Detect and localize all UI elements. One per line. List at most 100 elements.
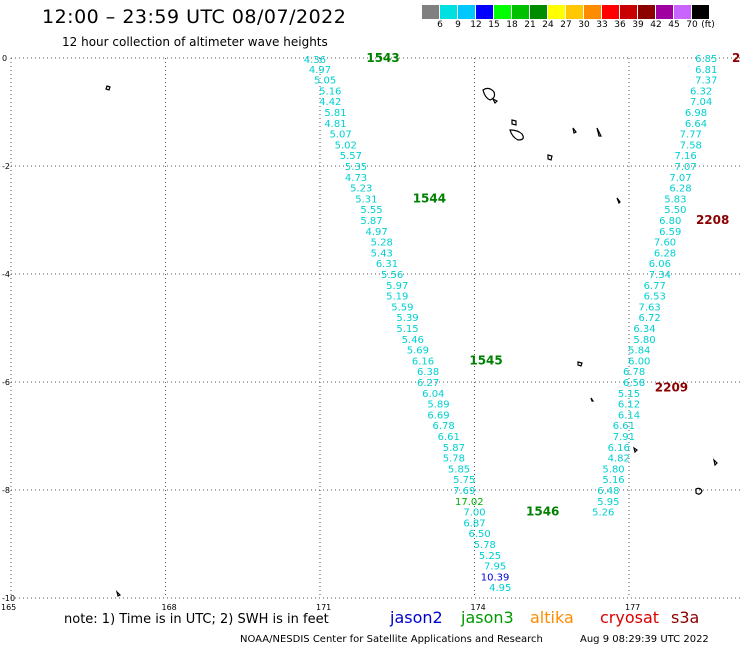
island-outline — [482, 87, 496, 101]
scale-label-21: 21 — [524, 20, 536, 30]
island-outline — [633, 446, 638, 454]
lat-tick-label: -8 — [2, 486, 10, 495]
lat-tick-label: -6 — [2, 378, 10, 387]
island-outline — [596, 127, 602, 137]
scale-swatch-3 — [422, 5, 440, 19]
wave-height-value: 6.81 — [695, 65, 717, 76]
wave-height-value: 5.75 — [453, 475, 475, 486]
wave-height-value: 5.97 — [386, 281, 408, 292]
legend-cryosat: cryosat — [600, 608, 660, 627]
pass-time-label: 1543 — [366, 51, 399, 65]
wave-height-value: 5.78 — [443, 454, 465, 465]
scale-swatch-42 — [656, 5, 674, 19]
scale-label-70: 70 — [686, 20, 698, 30]
wave-height-value: 6.14 — [618, 410, 640, 421]
wave-height-value: 5.69 — [407, 346, 429, 357]
wave-height-value: 5.87 — [443, 443, 465, 454]
lon-tick-label: 165 — [1, 603, 16, 612]
wave-height-value: 5.80 — [633, 335, 655, 346]
wave-height-value: 6.38 — [417, 367, 439, 378]
wave-height-value: 4.36 — [304, 55, 326, 66]
wave-height-value: 5.50 — [664, 205, 686, 216]
wave-height-value: 7.95 — [484, 562, 506, 573]
wave-height-value: 6.87 — [463, 518, 485, 529]
wave-height-value: 6.50 — [469, 529, 491, 540]
wave-height-value: 6.59 — [659, 227, 681, 238]
wave-height-value: 6.27 — [417, 378, 439, 389]
lon-tick-label: 174 — [471, 603, 486, 612]
wave-height-value: 5.16 — [602, 475, 624, 486]
wave-height-value: 5.84 — [628, 346, 650, 357]
map-title: 12:00 – 23:59 UTC 08/07/2022 — [42, 6, 347, 28]
wave-height-value: 4.95 — [489, 583, 511, 594]
wave-height-value: 5.46 — [402, 335, 424, 346]
lat-tick-label: 0 — [2, 54, 7, 63]
wave-height-value: 6.48 — [597, 486, 619, 497]
pass-time-label: 1544 — [413, 191, 446, 205]
footer-credit: NOAA/NESDIS Center for Satellite Applica… — [240, 634, 543, 645]
wave-height-value: 6.34 — [633, 324, 655, 335]
island-outline — [115, 590, 122, 597]
scale-swatch-39 — [638, 5, 656, 19]
wave-height-value: 7.69 — [453, 486, 475, 497]
pass-time-label: 2208 — [696, 213, 729, 227]
wave-height-value: 7.77 — [680, 130, 702, 141]
wave-height-value: 4.97 — [309, 65, 331, 76]
wave-height-value: 5.81 — [324, 108, 346, 119]
wave-height-value: 5.55 — [360, 205, 382, 216]
color-scale-labels: 6 9 12 15 18 21 24 27 30 33 36 39 42 45 70 (ft) — [422, 19, 715, 31]
wave-height-value: 5.56 — [381, 270, 403, 281]
wave-height-value: 5.57 — [340, 151, 362, 162]
footer-timestamp: Aug 9 08:29:39 UTC 2022 — [580, 634, 709, 645]
wave-height-value: 6.16 — [412, 356, 434, 367]
wave-height-value: 5.02 — [335, 140, 357, 151]
wave-height-value: 7.58 — [680, 140, 702, 151]
wave-height-value: 6.61 — [438, 432, 460, 443]
scale-swatch-45 — [674, 5, 692, 19]
island-outline — [713, 458, 718, 467]
wave-height-value: 4.81 — [324, 119, 346, 130]
wave-height-value: 6.85 — [695, 54, 717, 65]
wave-height-value: 5.78 — [474, 540, 496, 551]
wave-height-value: 5.87 — [360, 216, 382, 227]
wave-height-value: 5.05 — [314, 76, 336, 87]
wave-height-value: 5.15 — [618, 389, 640, 400]
lon-tick-label: 171 — [316, 603, 331, 612]
lon-tick-label: 177 — [625, 603, 640, 612]
scale-label-18: 18 — [506, 20, 518, 30]
wave-height-value: 6.72 — [638, 313, 660, 324]
scale-label-9: 9 — [455, 20, 461, 30]
map-subtitle: 12 hour collection of altimeter wave hei… — [62, 35, 328, 49]
scale-label-15: 15 — [488, 20, 500, 30]
wave-height-value: 6.64 — [685, 119, 707, 130]
wave-height-value: 5.15 — [396, 324, 418, 335]
wave-height-value: 5.85 — [448, 464, 470, 475]
scale-label-36: 36 — [614, 20, 626, 30]
island-outline — [695, 487, 703, 495]
scale-swatch-15 — [494, 5, 512, 19]
wave-height-value: 6.80 — [659, 216, 681, 227]
island-outline — [572, 127, 577, 134]
lon-tick-label: 168 — [162, 603, 177, 612]
island-outline — [547, 154, 553, 161]
wave-height-value: 6.53 — [644, 292, 666, 303]
scale-swatch-24 — [548, 5, 566, 19]
wave-height-value: 5.26 — [592, 508, 614, 519]
wave-height-value: 6.06 — [649, 259, 671, 270]
island-outline — [491, 97, 499, 105]
wave-height-value: 5.16 — [319, 86, 341, 97]
legend-jason3: jason3 — [461, 608, 514, 627]
wave-height-value: 5.07 — [329, 130, 351, 141]
wave-height-value: 6.00 — [628, 356, 650, 367]
lat-tick-label: -4 — [2, 270, 10, 279]
wave-height-value: 6.78 — [432, 421, 454, 432]
wave-height-value: 5.59 — [391, 302, 413, 313]
wave-height-value: 6.28 — [654, 248, 676, 259]
scale-swatch-6 — [440, 5, 458, 19]
scale-label-39: 39 — [632, 20, 644, 30]
wave-height-value: 7.91 — [613, 432, 635, 443]
wave-height-value: 6.12 — [618, 400, 640, 411]
scale-swatch-70 — [692, 5, 710, 19]
footnote: note: 1) Time is in UTC; 2) SWH is in fe… — [64, 612, 329, 627]
scale-swatch-27 — [566, 5, 584, 19]
